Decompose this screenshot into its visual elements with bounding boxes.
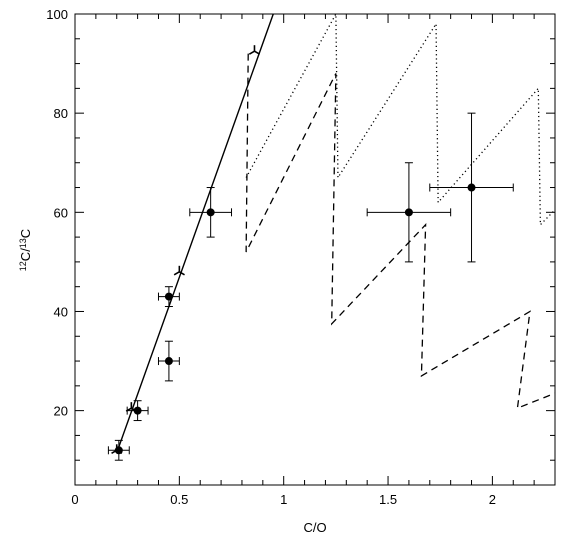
y-label-iso2: 13 — [18, 238, 28, 248]
x-tick-label: 1 — [280, 492, 287, 507]
y-tick-label: 20 — [54, 404, 68, 419]
y-tick-label: 80 — [54, 106, 68, 121]
y-axis: 20 40 60 80 100 — [46, 7, 555, 461]
model-marker — [248, 45, 261, 55]
plot-frame — [74, 13, 556, 486]
model-line-dashed — [245, 53, 555, 410]
y-label-iso1: 12 — [18, 261, 28, 271]
model-line-dotted — [245, 14, 555, 227]
data-dot — [404, 208, 413, 217]
model-lines — [116, 14, 555, 454]
y-tick-label: 100 — [46, 7, 68, 22]
x-tick-label: 0.5 — [170, 492, 188, 507]
x-axis: 0 0.5 1 1.5 2 — [71, 14, 535, 507]
observation-point — [189, 187, 233, 238]
y-tick-label: 60 — [54, 205, 68, 220]
model-line-solid — [116, 14, 274, 454]
data-dot — [114, 446, 123, 455]
data-dot — [133, 406, 142, 415]
observation-points — [107, 112, 514, 461]
observation-point — [366, 162, 452, 263]
data-dot — [164, 357, 173, 366]
model-markers — [111, 45, 261, 454]
y-label-elem1: C/ — [18, 248, 33, 261]
x-axis-label: C/O — [303, 520, 326, 535]
data-dot — [467, 183, 476, 192]
y-label-elem2: C — [18, 229, 33, 238]
y-axis-label: 12C/13C — [18, 229, 33, 271]
observation-point — [157, 340, 180, 382]
observation-point — [429, 112, 514, 263]
observation-point — [157, 286, 180, 308]
x-tick-label: 1.5 — [379, 492, 397, 507]
data-dot — [206, 208, 215, 217]
data-dot — [164, 292, 173, 301]
observation-point — [107, 439, 130, 461]
y-tick-label: 40 — [54, 304, 68, 319]
model-marker — [173, 265, 185, 276]
x-tick-label: 2 — [489, 492, 496, 507]
observation-point — [126, 400, 149, 422]
x-tick-label: 0 — [71, 492, 78, 507]
